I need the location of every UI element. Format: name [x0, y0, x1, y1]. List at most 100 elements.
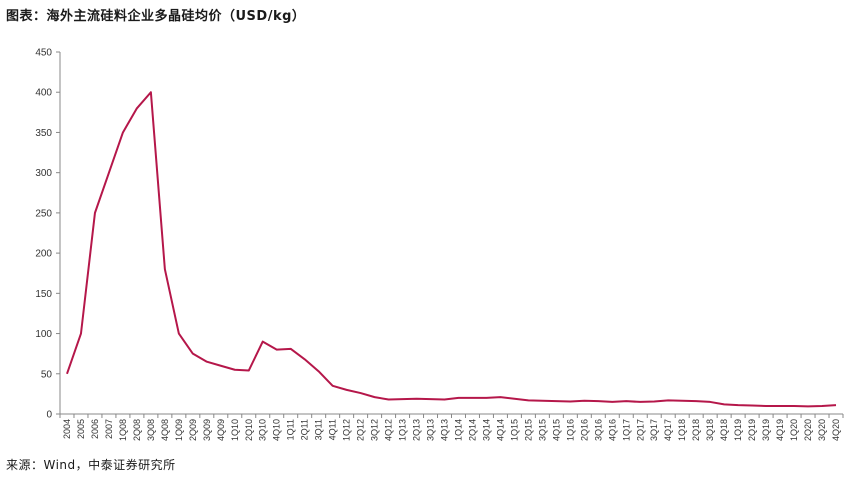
- x-tick-label: 2Q13: [412, 419, 422, 441]
- data-point: [835, 404, 837, 406]
- data-point: [136, 107, 138, 109]
- x-tick-label: 1Q16: [565, 419, 575, 441]
- data-point: [807, 405, 809, 407]
- data-point: [108, 172, 110, 174]
- series-group: [66, 91, 837, 408]
- data-point: [681, 400, 683, 402]
- data-point: [639, 401, 641, 403]
- data-point: [416, 398, 418, 400]
- x-tick-label: 4Q08: [160, 419, 170, 441]
- y-tick-label: 50: [41, 369, 53, 380]
- x-tick-label: 2Q20: [803, 419, 813, 441]
- data-point: [597, 400, 599, 402]
- y-tick-label: 250: [35, 208, 52, 219]
- x-tick-label: 2004: [62, 419, 72, 439]
- x-tick-label: 4Q16: [607, 419, 617, 441]
- x-tick-label: 3Q16: [593, 419, 603, 441]
- data-point: [374, 396, 376, 398]
- x-tick-label: 1Q18: [677, 419, 687, 441]
- x-tick-label: 4Q15: [551, 419, 561, 441]
- data-point: [653, 401, 655, 403]
- x-tick-label: 4Q10: [272, 419, 282, 441]
- data-point: [471, 397, 473, 399]
- data-point: [290, 348, 292, 350]
- data-point: [220, 365, 222, 367]
- x-tick-label: 1Q20: [789, 419, 799, 441]
- data-point: [206, 361, 208, 363]
- data-point: [541, 400, 543, 402]
- x-tick-label: 2Q16: [579, 419, 589, 441]
- data-point: [262, 341, 264, 343]
- y-tick-label: 150: [35, 289, 52, 300]
- data-point: [430, 398, 432, 400]
- data-point: [318, 370, 320, 372]
- data-point: [178, 333, 180, 335]
- x-tick-label: 4Q19: [775, 419, 785, 441]
- data-point: [765, 405, 767, 407]
- x-tick-label: 2Q08: [132, 419, 142, 441]
- data-point: [723, 403, 725, 405]
- x-tick-label: 4Q18: [719, 419, 729, 441]
- y-tick-label: 450: [35, 48, 52, 59]
- x-tick-label: 3Q11: [314, 419, 324, 440]
- x-tick-label: 4Q20: [831, 419, 841, 441]
- x-tick-label: 1Q09: [174, 419, 184, 441]
- x-tick-label: 3Q17: [649, 419, 659, 441]
- data-point: [444, 399, 446, 401]
- x-tick-label: 2Q11: [300, 419, 310, 440]
- x-tick-label: 1Q12: [342, 419, 352, 441]
- x-tick-label: 4Q13: [440, 419, 450, 441]
- x-tick-label: 1Q17: [621, 419, 631, 441]
- x-tick-label: 3Q14: [481, 419, 491, 441]
- x-tick-label: 2Q09: [188, 419, 198, 441]
- x-tick-label: 2Q17: [635, 419, 645, 441]
- data-point: [569, 401, 571, 403]
- x-tick-label: 1Q08: [118, 419, 128, 441]
- data-point: [555, 400, 557, 402]
- data-point: [94, 212, 96, 214]
- x-tick-label: 1Q19: [733, 419, 743, 441]
- data-point: [150, 91, 152, 93]
- y-tick-label: 200: [35, 249, 52, 260]
- x-tick-label: 2Q15: [523, 419, 533, 441]
- x-tick-label: 1Q10: [230, 419, 240, 441]
- data-point: [667, 399, 669, 401]
- data-point: [527, 399, 529, 401]
- x-axis: 2004 2005 2006 2007 1Q08 2Q08 3Q08 4Q08 1Q09 2Q09…: [59, 413, 844, 441]
- data-point: [751, 405, 753, 407]
- x-tick-label: 2007: [104, 419, 114, 439]
- x-tick-label: 3Q18: [705, 419, 715, 441]
- data-point: [513, 398, 515, 400]
- x-tick-label: 3Q19: [761, 419, 771, 441]
- data-point: [192, 353, 194, 355]
- data-point: [248, 370, 250, 372]
- data-point: [388, 399, 390, 401]
- x-tick-label: 1Q15: [509, 419, 519, 441]
- x-tick-label: 2006: [90, 419, 100, 439]
- x-tick-label: 3Q20: [817, 419, 827, 441]
- data-point: [346, 389, 348, 391]
- data-point: [304, 358, 306, 360]
- y-tick-label: 350: [35, 128, 52, 139]
- x-tick-label: 1Q13: [398, 419, 408, 441]
- data-point: [779, 405, 781, 407]
- data-point: [611, 401, 613, 403]
- x-tick-label: 3Q10: [258, 419, 268, 441]
- y-tick-label: 400: [35, 88, 52, 99]
- data-point: [164, 268, 166, 270]
- series-line: [66, 91, 837, 408]
- data-point: [709, 401, 711, 403]
- x-tick-label: 2Q14: [467, 419, 477, 441]
- x-tick-label: 4Q11: [328, 419, 338, 440]
- y-tick-label: 300: [35, 168, 52, 179]
- data-point: [276, 349, 278, 351]
- x-tick-label: 3Q08: [146, 419, 156, 441]
- data-point: [332, 385, 334, 387]
- x-tick-label: 1Q14: [453, 419, 463, 441]
- data-point: [499, 396, 501, 398]
- x-tick-label: 3Q09: [202, 419, 212, 441]
- data-point: [583, 400, 585, 402]
- x-tick-label: 3Q15: [537, 419, 547, 441]
- x-tick-label: 2Q12: [356, 419, 366, 441]
